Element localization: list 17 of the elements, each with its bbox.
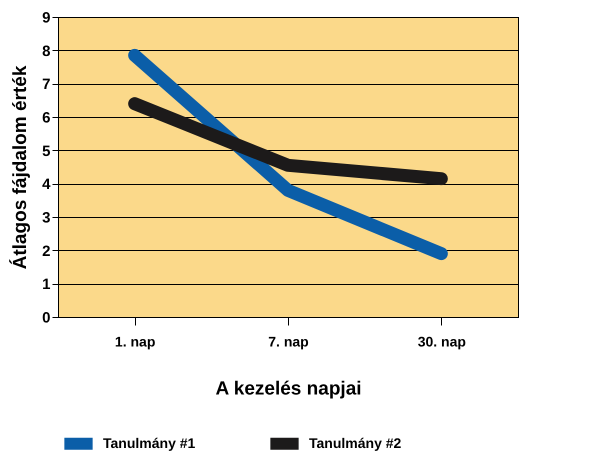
x-tick-label: 7. nap [268, 334, 309, 350]
y-tick-label: 8 [42, 42, 50, 60]
y-tick-label: 7 [42, 76, 50, 94]
x-tick-label: 1. nap [114, 334, 156, 350]
y-tick-label: 4 [42, 176, 52, 194]
y-tick-label: 6 [42, 110, 50, 126]
y-tick-label: 9 [42, 10, 50, 26]
y-tick-label: 2 [42, 242, 50, 260]
y-axis-title: Átlagos fájdalom érték [9, 65, 32, 270]
legend-label: Tanulmány #1 [103, 434, 196, 451]
y-tick-label: 3 [42, 210, 50, 226]
x-tick-label: 30. nap [418, 334, 466, 350]
x-axis-title: A kezelés napjai [215, 378, 362, 400]
y-tick-label: 1 [42, 276, 50, 294]
legend-label: Tanulmány #2 [309, 434, 402, 451]
y-tick-label: 5 [42, 142, 50, 160]
y-tick-label: 0 [42, 310, 50, 326]
